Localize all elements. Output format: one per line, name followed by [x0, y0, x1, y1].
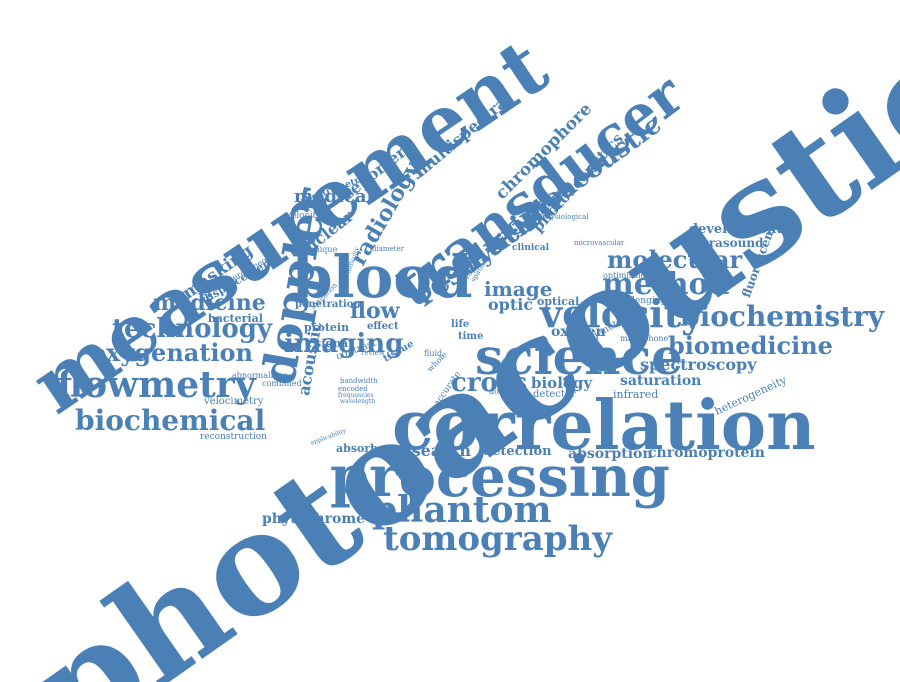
word-velocimetry: velocimetry	[204, 397, 263, 407]
word-infrared: infrared	[613, 389, 658, 400]
word-detector: detector	[533, 390, 576, 400]
word-detection: detection	[483, 445, 552, 458]
word-spectroscopy: spectroscopy	[640, 357, 757, 373]
word-phytochrome: phytochrome	[262, 512, 365, 526]
word-diameter: diameter	[372, 246, 404, 253]
word-velocities: velocities	[286, 212, 329, 221]
word-optical: optical	[537, 296, 579, 307]
word-life: life	[451, 320, 469, 330]
word-ultrasound: ultrasound	[690, 237, 764, 249]
word-biochemical: biochemical	[75, 407, 265, 435]
word-absorption: absorption	[568, 447, 653, 461]
word-optimising: optimising	[603, 272, 646, 280]
word-saturation: saturation	[620, 374, 701, 388]
word-bacterial: bacterial	[208, 313, 263, 324]
word-chromoprotein: chromoprotein	[648, 446, 765, 460]
word-flow: flow	[350, 300, 400, 322]
word-review: review	[361, 350, 385, 357]
word-technique: technique	[297, 246, 337, 254]
word-time: time	[458, 332, 483, 342]
word-oxygenation: oxygenation	[90, 341, 253, 365]
word-biochemistry: biochemistry	[680, 303, 884, 331]
word-absorber: absorber	[336, 443, 391, 454]
word-clinical: clinical	[512, 244, 549, 253]
word-reconstruction: reconstruction	[200, 433, 267, 442]
word-domain: domain	[489, 388, 519, 396]
word-molecular: molecular	[607, 248, 742, 272]
word-optic: optic	[488, 297, 533, 313]
word-challenging: challenging	[613, 297, 666, 306]
word-combined: combined	[262, 380, 302, 388]
word-tomography: tomography	[383, 522, 612, 556]
word-physiological: physiological	[542, 214, 589, 221]
word-microphone: microphone	[620, 335, 668, 343]
word-research: research	[393, 443, 471, 459]
word-bandwidth: bandwidth	[340, 378, 378, 385]
word-wavelength: wavelength	[340, 399, 375, 405]
word-effect: effect	[367, 322, 399, 332]
word-microvascular: microvascular	[574, 240, 624, 247]
